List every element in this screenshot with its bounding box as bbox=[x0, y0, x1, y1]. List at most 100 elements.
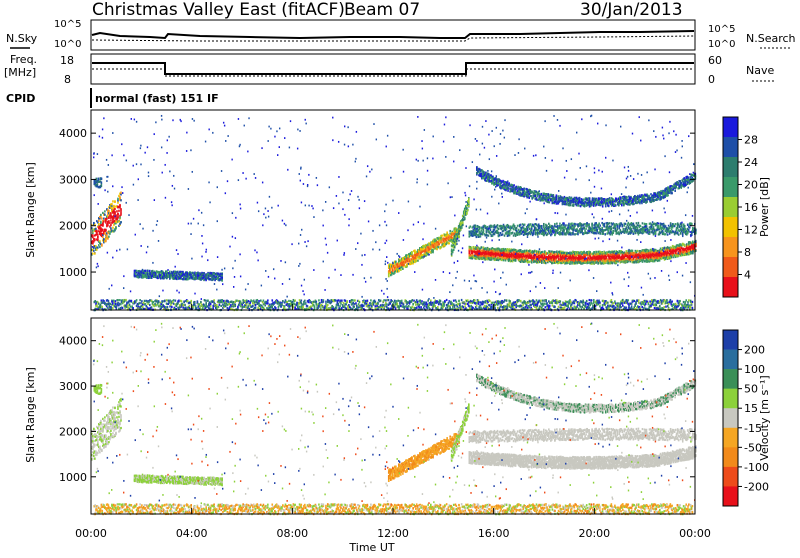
data-cell bbox=[597, 300, 599, 303]
data-cell bbox=[386, 306, 389, 310]
data-cell bbox=[120, 306, 123, 309]
data-cell bbox=[149, 274, 152, 277]
data-cell bbox=[132, 306, 134, 310]
data-cell bbox=[111, 206, 113, 209]
data-cell bbox=[200, 300, 202, 304]
data-cell bbox=[629, 307, 632, 311]
data-cell bbox=[432, 306, 435, 309]
data-cell bbox=[522, 258, 525, 261]
data-cell bbox=[530, 261, 533, 264]
data-cell bbox=[471, 253, 474, 256]
data-cell bbox=[638, 307, 641, 310]
data-cell bbox=[512, 255, 515, 258]
data-cell bbox=[156, 300, 158, 303]
data-cell bbox=[523, 259, 526, 262]
data-cell bbox=[539, 259, 542, 262]
data-cell bbox=[490, 258, 493, 261]
data-cell bbox=[97, 177, 100, 180]
data-cell bbox=[440, 238, 442, 241]
data-cell bbox=[662, 298, 665, 302]
data-cell bbox=[203, 299, 206, 302]
data-cell bbox=[142, 301, 145, 304]
data-cell bbox=[316, 306, 318, 310]
data-cell bbox=[397, 299, 400, 302]
data-cell bbox=[612, 307, 614, 311]
data-cell bbox=[486, 256, 489, 259]
data-cell bbox=[411, 258, 413, 261]
data-cell bbox=[475, 252, 478, 256]
data-cell bbox=[426, 246, 428, 249]
data-cell bbox=[252, 299, 255, 302]
data-cell bbox=[525, 258, 528, 261]
data-cell bbox=[382, 300, 385, 303]
data-cell bbox=[451, 241, 454, 245]
data-cell bbox=[98, 306, 101, 309]
data-cell bbox=[463, 216, 466, 219]
data-cell bbox=[476, 249, 479, 252]
data-cell bbox=[489, 308, 491, 311]
data-cell bbox=[446, 236, 448, 239]
data-cell bbox=[192, 274, 194, 277]
data-cell bbox=[506, 248, 509, 251]
data-cell bbox=[199, 273, 201, 276]
data-cell bbox=[185, 274, 187, 278]
data-cell bbox=[461, 217, 464, 220]
data-cell bbox=[390, 307, 392, 310]
data-cell bbox=[173, 270, 175, 273]
data-cell bbox=[480, 254, 483, 257]
data-cell bbox=[528, 255, 531, 258]
data-cell bbox=[429, 243, 431, 247]
data-cell bbox=[210, 271, 212, 275]
data-cell bbox=[557, 305, 560, 308]
data-cell bbox=[117, 206, 119, 209]
data-cell bbox=[398, 270, 400, 273]
data-cell bbox=[176, 302, 178, 306]
data-cell bbox=[412, 259, 414, 262]
data-cell bbox=[98, 186, 101, 189]
data-cell bbox=[410, 254, 412, 258]
data-cell bbox=[456, 229, 459, 232]
data-cell bbox=[653, 298, 656, 302]
data-cell bbox=[535, 260, 538, 263]
data-cell bbox=[172, 272, 174, 275]
data-cell bbox=[100, 177, 103, 180]
data-cell bbox=[508, 304, 510, 307]
data-cell bbox=[405, 299, 407, 303]
data-cell bbox=[441, 306, 444, 309]
data-cell bbox=[115, 220, 117, 223]
data-cell bbox=[142, 270, 145, 273]
data-cell bbox=[146, 306, 148, 309]
data-cell bbox=[215, 275, 217, 279]
data-cell bbox=[99, 303, 102, 306]
data-cell bbox=[192, 305, 194, 308]
data-cell bbox=[450, 244, 453, 247]
data-cell bbox=[113, 304, 116, 308]
data-cell bbox=[388, 269, 391, 272]
data-cell bbox=[677, 304, 680, 308]
data-cell bbox=[239, 300, 242, 303]
data-cell bbox=[125, 304, 127, 308]
data-cell bbox=[622, 301, 624, 304]
data-cell bbox=[517, 299, 519, 302]
data-cell bbox=[295, 303, 297, 306]
data-cell bbox=[397, 270, 399, 273]
data-cell bbox=[341, 304, 344, 307]
data-cell bbox=[538, 307, 540, 311]
data-cell bbox=[215, 277, 217, 280]
data-cell bbox=[496, 247, 499, 250]
data-cell bbox=[368, 306, 370, 309]
data-cell bbox=[449, 235, 451, 238]
data-cell bbox=[177, 300, 179, 303]
data-cell bbox=[121, 306, 124, 310]
data-cell bbox=[147, 274, 150, 278]
data-cell bbox=[100, 181, 103, 184]
data-cell bbox=[385, 303, 388, 306]
data-cell bbox=[414, 257, 416, 260]
data-cell bbox=[402, 267, 404, 270]
data-cell bbox=[147, 276, 150, 280]
data-cell bbox=[220, 301, 222, 304]
data-cell bbox=[378, 305, 380, 308]
data-cell bbox=[490, 249, 493, 252]
data-cell bbox=[501, 256, 504, 259]
data-cell bbox=[428, 250, 430, 254]
